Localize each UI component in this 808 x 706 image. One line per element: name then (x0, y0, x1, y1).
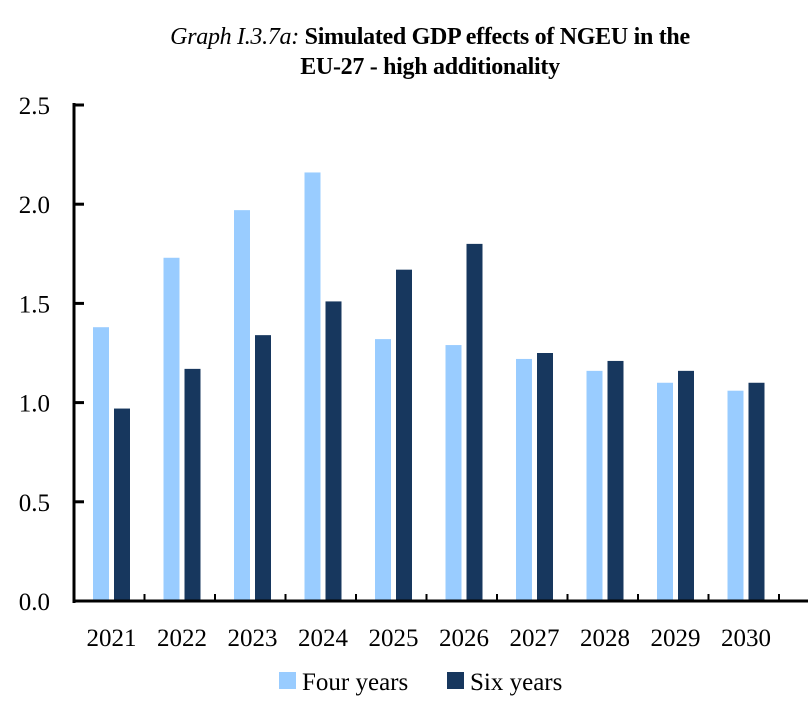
bar-six-years-2022 (184, 368, 201, 601)
y-tick-label: 0.5 (19, 490, 50, 517)
bar-four-years-2022 (163, 257, 180, 601)
x-tick-label: 2030 (721, 625, 771, 652)
legend-swatch-four-years (279, 672, 296, 689)
chart-title-line1: Simulated GDP effects of NGEU in the (304, 24, 690, 50)
bar-six-years-2021 (114, 408, 130, 601)
bar-six-years-2026 (466, 243, 483, 601)
legend: Four years Six years (279, 669, 562, 696)
bar-four-years-2025 (375, 339, 391, 601)
y-tick-label: 0.0 (19, 589, 50, 616)
bars-group (93, 172, 765, 602)
y-tick-label: 1.5 (19, 291, 50, 318)
y-tick-label: 2.0 (19, 192, 50, 219)
x-tick-label: 2024 (298, 625, 349, 652)
axes-group (72, 103, 808, 603)
x-tick-label: 2029 (651, 625, 701, 652)
bar-six-years-2024 (325, 301, 342, 601)
y-tick-labels: 0.0 0.5 1.0 1.5 2.0 2.5 (19, 93, 50, 616)
x-tick-label: 2026 (439, 625, 489, 652)
legend-label-six-years: Six years (470, 669, 562, 696)
x-tick-label: 2021 (87, 625, 137, 652)
bar-six-years-2030 (748, 382, 765, 601)
legend-swatch-six-years (447, 672, 464, 689)
y-tick-label: 2.5 (19, 93, 50, 120)
bar-four-years-2030 (727, 390, 744, 601)
bar-six-years-2029 (678, 370, 694, 601)
bar-six-years-2028 (607, 360, 624, 601)
x-tick-labels: 2021 2022 2023 2024 2025 2026 2027 2028 2029 2030 (87, 625, 772, 652)
legend-label-four-years: Four years (302, 669, 408, 696)
bar-four-years-2026 (445, 345, 462, 601)
bar-four-years-2027 (516, 358, 532, 601)
x-tick-label: 2025 (369, 625, 419, 652)
chart-title-line2: EU-27 - high additionality (300, 54, 560, 80)
x-tick-label: 2027 (510, 625, 560, 652)
chart-title: Graph I.3.7a: Simulated GDP effects of N… (0, 22, 808, 82)
bar-four-years-2023 (234, 210, 250, 602)
x-tick-label: 2028 (580, 625, 630, 652)
bar-six-years-2023 (255, 335, 271, 601)
bar-four-years-2021 (93, 327, 109, 601)
bar-six-years-2025 (396, 269, 412, 601)
x-tick-label: 2022 (157, 625, 207, 652)
bar-four-years-2024 (304, 172, 321, 601)
y-tick-label: 1.0 (19, 391, 50, 418)
bar-six-years-2027 (537, 353, 553, 601)
chart-title-prefix: Graph I.3.7a: (170, 24, 299, 50)
bar-four-years-2029 (657, 382, 673, 601)
bar-four-years-2028 (586, 370, 603, 601)
x-tick-label: 2023 (228, 625, 278, 652)
